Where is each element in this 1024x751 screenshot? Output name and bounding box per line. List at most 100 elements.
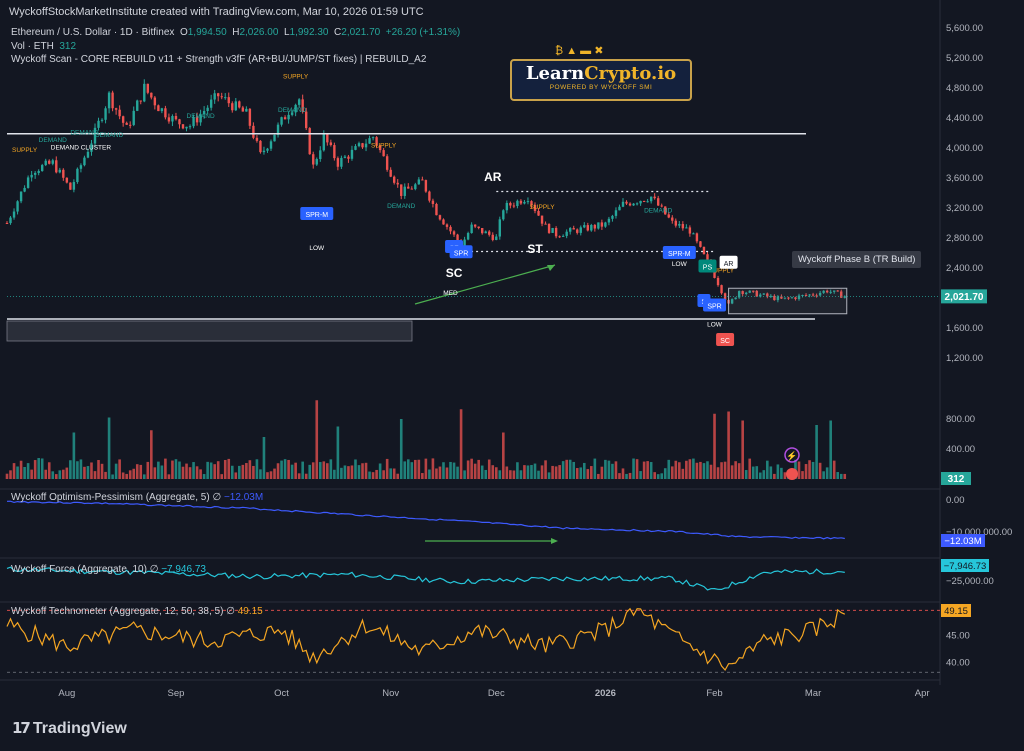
candle-body [343,156,347,158]
signal-badge-text: SPR [707,304,721,311]
volume-bar [93,471,97,479]
wyckoff-label: DEMAND [278,107,306,114]
volume-bar [678,462,681,479]
volume-bar [329,459,333,479]
x-tick-label: Oct [274,688,289,699]
candle-body [523,201,526,204]
volume-bar [375,469,378,479]
candle-body [442,219,445,225]
candle-body [129,124,132,126]
volume-bar [836,472,840,479]
volume-bar [58,470,62,479]
candle-body [227,97,230,104]
volume-bar [357,465,361,479]
symbol-name[interactable]: Ethereum / U.S. Dollar · 1D · Bitfinex [11,27,175,38]
candle-body [315,159,318,165]
candle-body [104,108,107,120]
volume-bar [167,474,171,479]
candle-body [695,233,699,242]
high-value: 2,026.00 [239,27,279,38]
technometer-label[interactable]: Wyckoff Technometer (Aggregate, 12, 50, … [11,606,263,617]
candle-body [326,133,329,143]
volume-bar [181,466,185,479]
candle-body [33,172,37,175]
volume-bar [252,465,255,479]
candle-body [583,225,586,228]
candle-body [766,293,769,297]
candle-body [537,210,540,216]
candle-body [354,146,357,150]
candle-body [572,228,575,230]
wyckoff-label: DEMAND [70,130,98,137]
volume-bar [142,474,146,479]
candle-body [259,140,262,153]
candle-body [505,202,509,211]
volume-bar [192,462,195,479]
optimism-label[interactable]: Wyckoff Optimism-Pessimism (Aggregate, 5… [11,492,264,503]
candle-body [547,223,551,233]
candle-body [706,254,709,261]
optimism-line [6,500,845,540]
volume-bar [656,474,660,479]
volume-bar [839,473,843,479]
volume-bar [294,462,297,479]
ohlc-line: Ethereum / U.S. Dollar · 1D · Bitfinex O… [11,27,460,38]
wyckoff-label: SUPPLY [283,73,309,80]
volume-bar [206,461,209,479]
candle-body [30,174,33,178]
candle-body [484,231,487,234]
volume-bar [174,459,178,479]
candle-body [815,295,818,297]
candle-body [604,222,607,227]
volume-bar [336,426,340,479]
volume-bar [600,466,604,479]
candle-body [628,203,632,206]
volume-bar [632,458,635,479]
candle-body [632,203,635,206]
candle-body [410,188,413,190]
volume-bar [403,461,407,479]
low-value: 1,992.30 [289,27,329,38]
volume-tick-label: 800.00 [946,414,975,425]
volume-bar [230,465,234,479]
volume-bar [551,465,554,479]
candle-body [136,100,139,111]
wyckoff-label: SUPPLY [709,268,735,275]
signal-badge [719,255,738,269]
volume-bar [308,464,312,479]
candle-body [822,290,825,293]
candle-body [730,299,734,304]
candle-body [699,241,702,247]
candle-body [561,235,565,237]
candle-body [664,206,667,215]
volume-bar [565,459,568,479]
volume-bar [431,458,435,479]
candle-body [646,201,649,203]
volume-bar [642,461,646,479]
candle-body [667,214,670,218]
candle-body [58,169,61,173]
volume-bar [709,464,713,479]
volume-bar [829,420,832,479]
optimism-arrow-head [551,538,558,544]
technometer-line [6,607,846,672]
volume-bar [766,460,769,479]
candle-body [125,122,128,125]
volume-bar [621,468,625,479]
technometer-tag-value: 49.15 [944,606,968,617]
force-label[interactable]: Wyckoff Force (Aggregate, 10) ∅ −7,946.7… [11,564,206,575]
volume-bar [832,460,836,479]
volume-bar [378,463,382,479]
candle-body [157,105,160,112]
candle-body [769,295,773,297]
indicator-line[interactable]: Wyckoff Scan - CORE REBUILD v11 + Streng… [11,54,427,65]
candle-body [51,160,54,164]
candle-body [213,93,216,100]
volume-bar [688,459,692,479]
volume-bar [614,461,618,479]
volume-bar [290,464,294,479]
volume-bar [473,463,477,479]
optimism-tick-label: −10,000,000.00 [946,527,1012,538]
volume-bar [216,461,220,479]
